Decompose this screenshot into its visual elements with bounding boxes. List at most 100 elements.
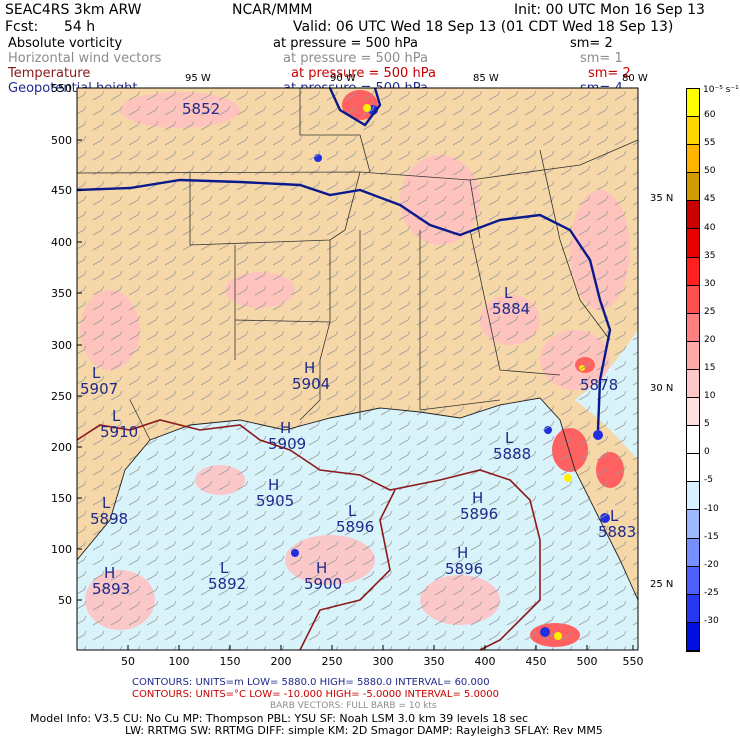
colorbar-tick-label: 35 bbox=[704, 250, 716, 261]
lat-label-30n: 30 N bbox=[650, 383, 674, 394]
x-tick-label: 100 bbox=[169, 655, 190, 668]
colorbar-segment bbox=[687, 285, 699, 314]
height-value-label: 5904 bbox=[292, 375, 331, 393]
forecast-hours: 54 h bbox=[64, 19, 96, 35]
colorbar-tick-label: 20 bbox=[704, 334, 716, 345]
low-marker: L bbox=[348, 502, 357, 520]
x-tick-label: 400 bbox=[475, 655, 496, 668]
low-marker: L bbox=[92, 364, 101, 382]
height-value-label: 5909 bbox=[268, 435, 307, 453]
contours-height-info: CONTOURS: UNITS=m LOW= 5880.0 HIGH= 5880… bbox=[132, 677, 490, 688]
model-info: Model Info: V3.5 CU: No Cu MP: Thompson … bbox=[30, 712, 529, 725]
x-tick-label: 250 bbox=[322, 655, 343, 668]
map-field bbox=[77, 88, 638, 650]
height-value-label: 5896 bbox=[460, 505, 499, 523]
field-level-vorticity: at pressure = 500 hPa bbox=[273, 36, 418, 51]
colorbar-segment bbox=[687, 454, 699, 483]
map-frame bbox=[76, 87, 639, 651]
colorbar-tick-label: 60 bbox=[704, 110, 716, 121]
colorbar-tick-label: -5 bbox=[704, 475, 713, 486]
colorbar-tick-label: -30 bbox=[704, 615, 719, 626]
colorbar-segment bbox=[687, 341, 699, 370]
low-marker: L bbox=[505, 429, 514, 447]
colorbar-segment bbox=[687, 173, 699, 202]
high-marker: H bbox=[104, 564, 116, 582]
vorticity-colorbar bbox=[686, 88, 700, 652]
colorbar-segment bbox=[687, 201, 699, 230]
height-value-label: 5907 bbox=[80, 380, 119, 398]
lon-label-80w: 80 W bbox=[622, 73, 648, 84]
high-marker: H bbox=[304, 359, 316, 377]
low-marker: L bbox=[102, 494, 111, 512]
field-name-temperature: Temperature bbox=[8, 66, 91, 81]
y-tick-label: 250 bbox=[51, 390, 72, 403]
lat-label-35n: 35 N bbox=[650, 193, 674, 204]
high-marker: H bbox=[316, 559, 328, 577]
height-value-label: 5896 bbox=[336, 518, 375, 536]
y-tick-label: 550 bbox=[51, 82, 72, 95]
init-time: Init: 00 UTC Mon 16 Sep 13 bbox=[514, 2, 705, 18]
field-level-wind: at pressure = 500 hPa bbox=[283, 51, 428, 66]
coastline bbox=[77, 397, 638, 601]
x-axis: 50 100 150 200 250 300 350 400 450 500 550 bbox=[121, 645, 644, 668]
x-tick-label: 500 bbox=[577, 655, 598, 668]
low-marker: L bbox=[610, 507, 619, 525]
field-name-wind: Horizontal wind vectors bbox=[8, 51, 162, 66]
colorbar-tick-label: -25 bbox=[704, 587, 719, 598]
x-tick-label: 50 bbox=[121, 655, 135, 668]
colorbar-segment bbox=[687, 257, 699, 286]
height-value-label: 5852 bbox=[182, 100, 221, 118]
valid-time: Valid: 06 UTC Wed 18 Sep 13 (01 CDT Wed … bbox=[293, 19, 674, 35]
lon-label-95w: 95 W bbox=[185, 73, 211, 84]
lon-label-85w: 85 W bbox=[473, 73, 499, 84]
field-name-vorticity: Absolute vorticity bbox=[8, 36, 123, 51]
x-tick-label: 150 bbox=[220, 655, 241, 668]
height-value-label: 5900 bbox=[304, 575, 343, 593]
colorbar-tick-label: 55 bbox=[704, 138, 716, 149]
height-value-label: 5884 bbox=[492, 300, 531, 318]
y-tick-label: 300 bbox=[51, 339, 72, 352]
colorbar-units: 10⁻⁵ s⁻¹ bbox=[703, 85, 739, 95]
colorbar-tick-label: 45 bbox=[704, 194, 716, 205]
y-tick-label: 150 bbox=[51, 492, 72, 505]
height-value-label: 5896 bbox=[445, 560, 484, 578]
barb-info: BARB VECTORS: FULL BARB = 10 kts bbox=[270, 701, 437, 711]
x-tick-label: 350 bbox=[424, 655, 445, 668]
y-tick-label: 50 bbox=[58, 594, 72, 607]
colorbar-segment bbox=[687, 594, 699, 623]
colorbar-segment bbox=[687, 426, 699, 455]
y-tick-label: 100 bbox=[51, 543, 72, 556]
high-marker: H bbox=[457, 544, 469, 562]
temperature-contour bbox=[77, 419, 541, 650]
y-tick-label: 350 bbox=[51, 287, 72, 300]
height-value-label: 5892 bbox=[208, 575, 247, 593]
height-value-label: 5888 bbox=[493, 445, 532, 463]
colorbar-segment bbox=[687, 398, 699, 427]
field-smoothing-vorticity: sm= 2 bbox=[570, 36, 613, 51]
height-value-label: 5898 bbox=[90, 510, 129, 528]
colorbar-tick-label: 15 bbox=[704, 363, 716, 373]
lat-label-25n: 25 N bbox=[650, 579, 674, 590]
colorbar-tick-label: 30 bbox=[704, 278, 716, 289]
y-tick-label: 400 bbox=[51, 236, 72, 249]
height-value-label: 5910 bbox=[100, 423, 139, 441]
colorbar-segment bbox=[687, 229, 699, 258]
y-tick-label: 200 bbox=[51, 441, 72, 454]
colorbar-segment bbox=[687, 482, 699, 511]
colorbar-tick-label: 0 bbox=[704, 447, 710, 458]
height-value-label: 5878 bbox=[580, 376, 619, 394]
high-marker: H bbox=[280, 419, 292, 437]
lon-label-90w: 90 W bbox=[330, 73, 356, 84]
colorbar-segment bbox=[687, 510, 699, 539]
field-smoothing-wind: sm= 1 bbox=[580, 51, 623, 66]
high-marker: H bbox=[268, 476, 280, 494]
low-marker: L bbox=[220, 559, 229, 577]
field-level-temperature: at pressure = 500 hPa bbox=[291, 66, 436, 81]
y-axis: 550 500 450 400 350 300 250 200 150 100 50 bbox=[51, 82, 82, 607]
physics-info: LW: RRTMG SW: RRTMG DIFF: simple KM: 2D … bbox=[125, 724, 603, 737]
height-value-label: 5905 bbox=[256, 492, 295, 510]
colorbar-tick-label: 10 bbox=[704, 391, 716, 402]
political-boundaries bbox=[77, 88, 638, 441]
colorbar-segment bbox=[687, 622, 699, 651]
